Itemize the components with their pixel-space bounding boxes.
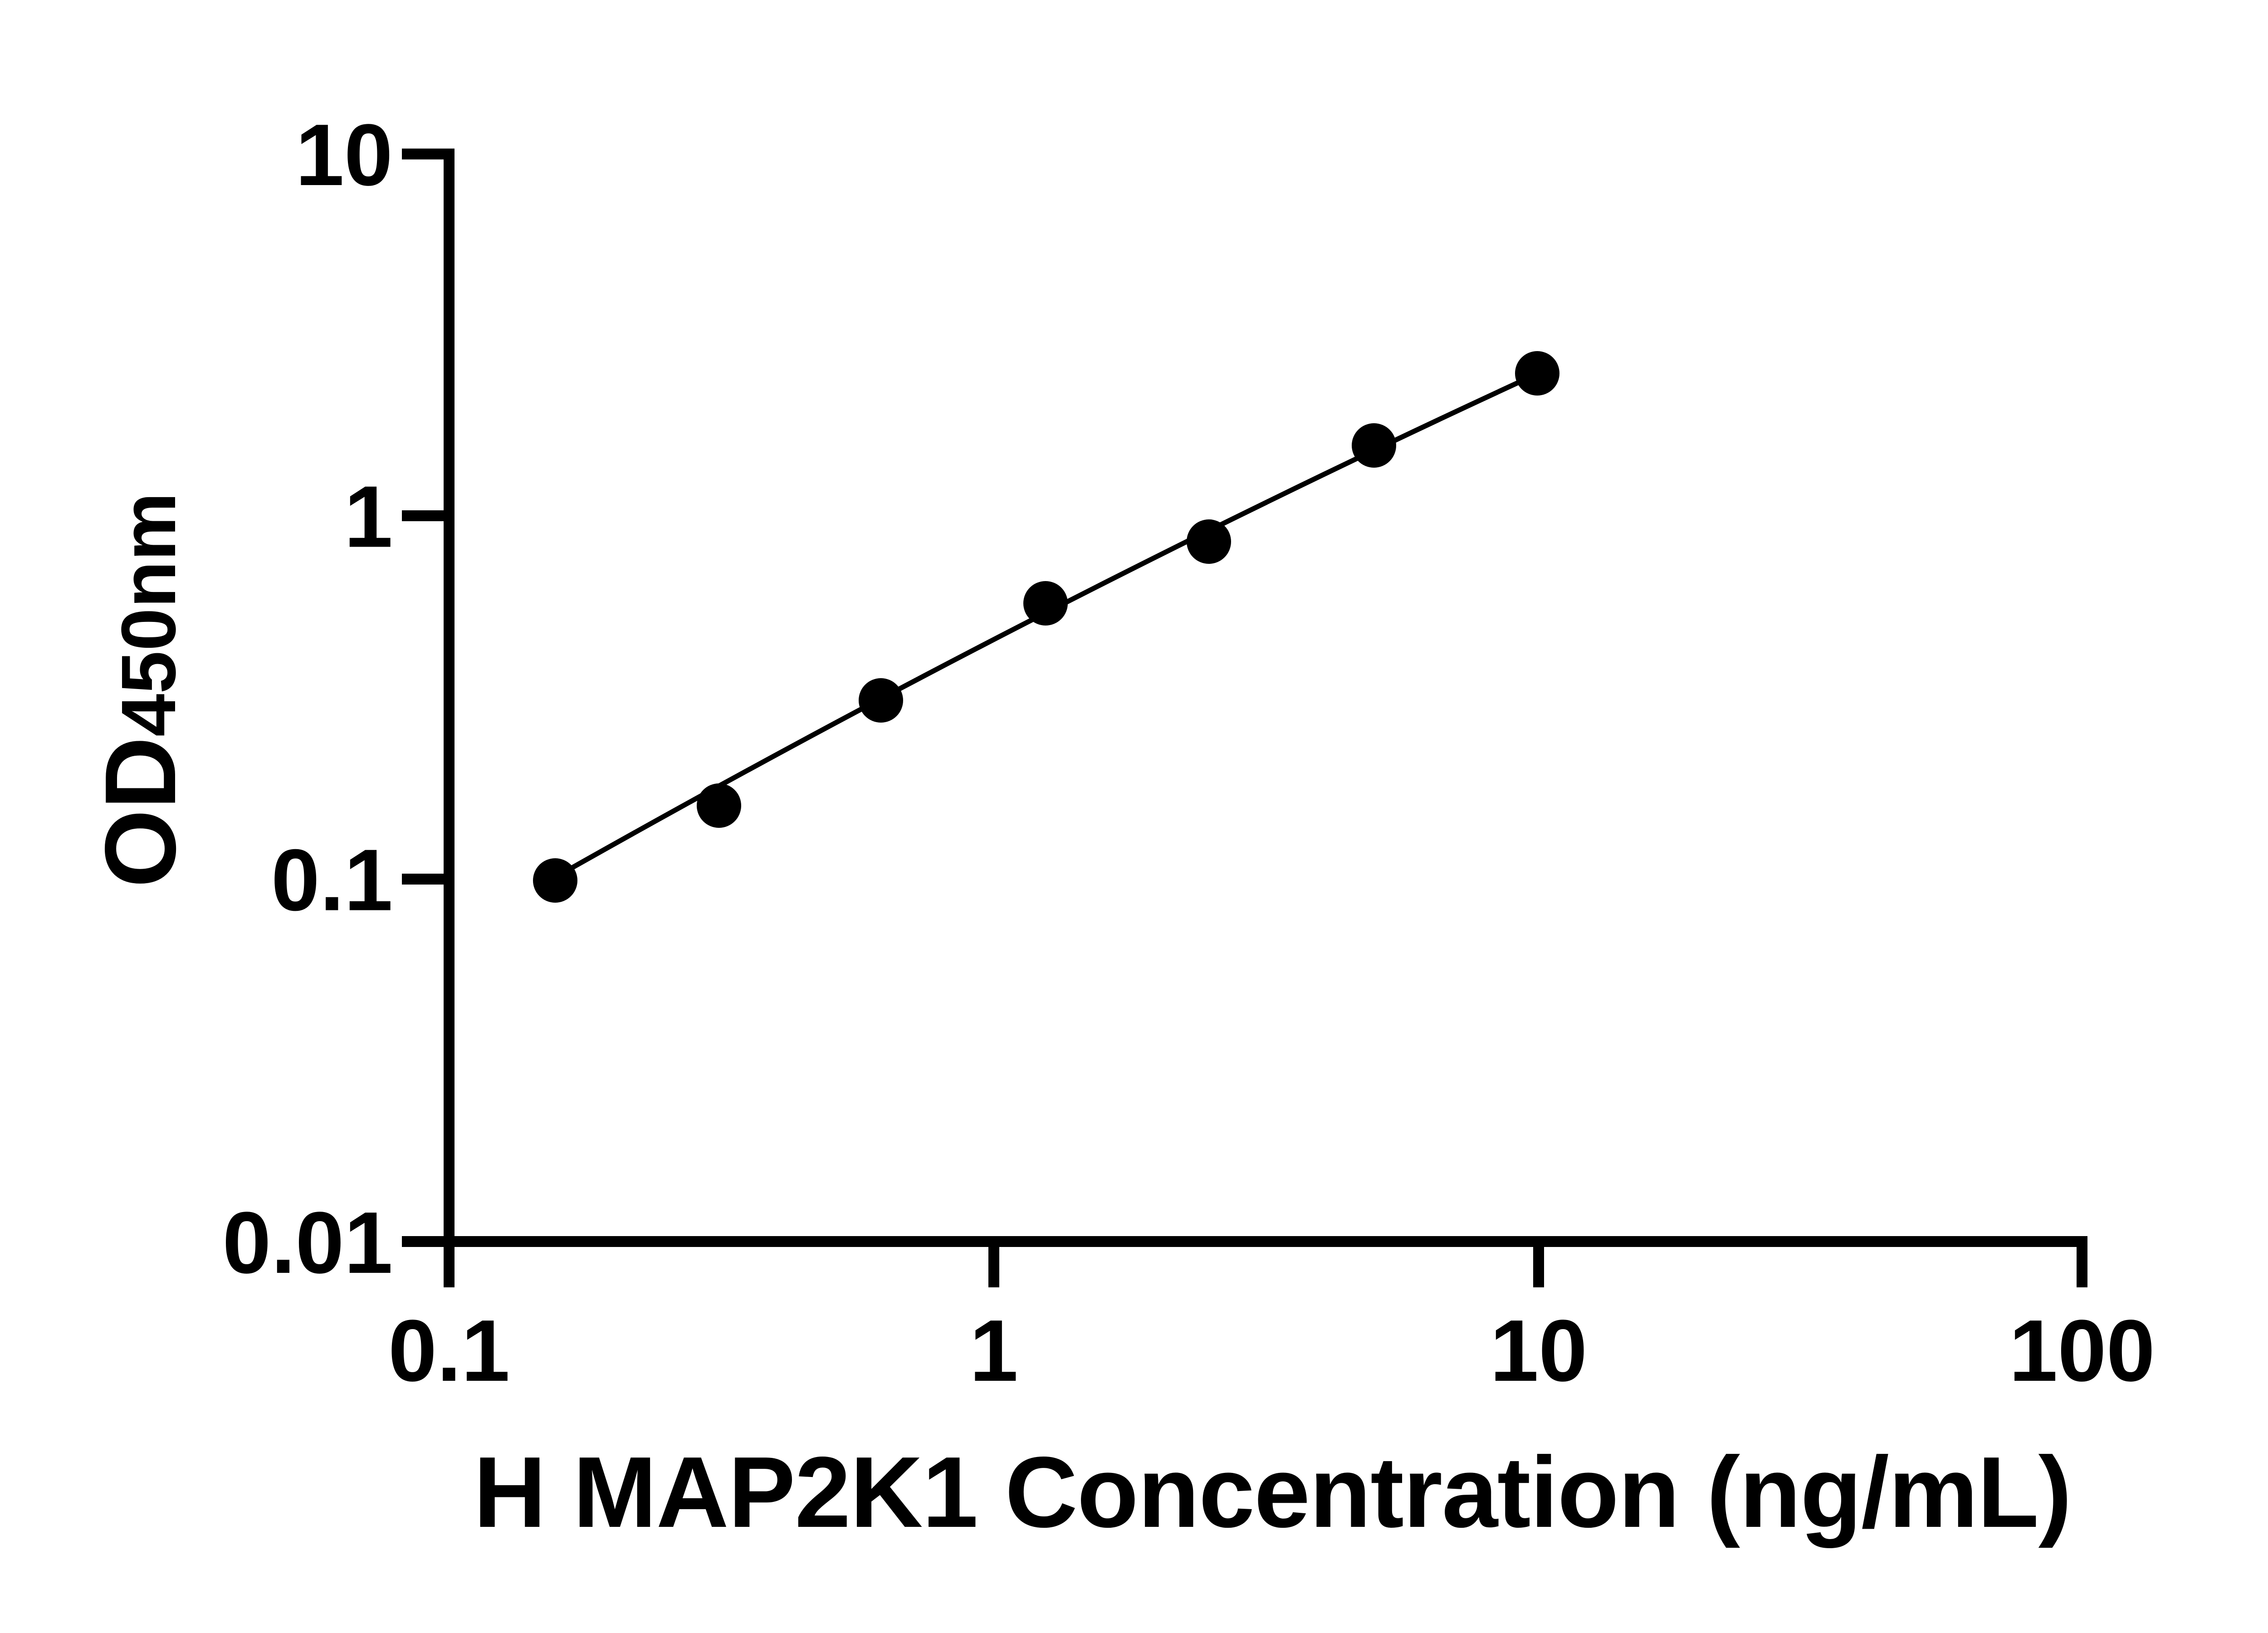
svg-text:1: 1: [969, 1301, 1018, 1399]
svg-text:1: 1: [344, 468, 393, 566]
svg-text:10: 10: [1490, 1301, 1588, 1399]
svg-text:10: 10: [295, 106, 393, 204]
svg-text:0.1: 0.1: [271, 831, 393, 929]
svg-text:0.01: 0.01: [222, 1193, 393, 1291]
svg-text:0.1: 0.1: [388, 1301, 510, 1399]
svg-text:100: 100: [2009, 1301, 2155, 1399]
svg-text:H MAP2K1 Concentration (ng/mL): H MAP2K1 Concentration (ng/mL): [474, 1436, 2071, 1549]
